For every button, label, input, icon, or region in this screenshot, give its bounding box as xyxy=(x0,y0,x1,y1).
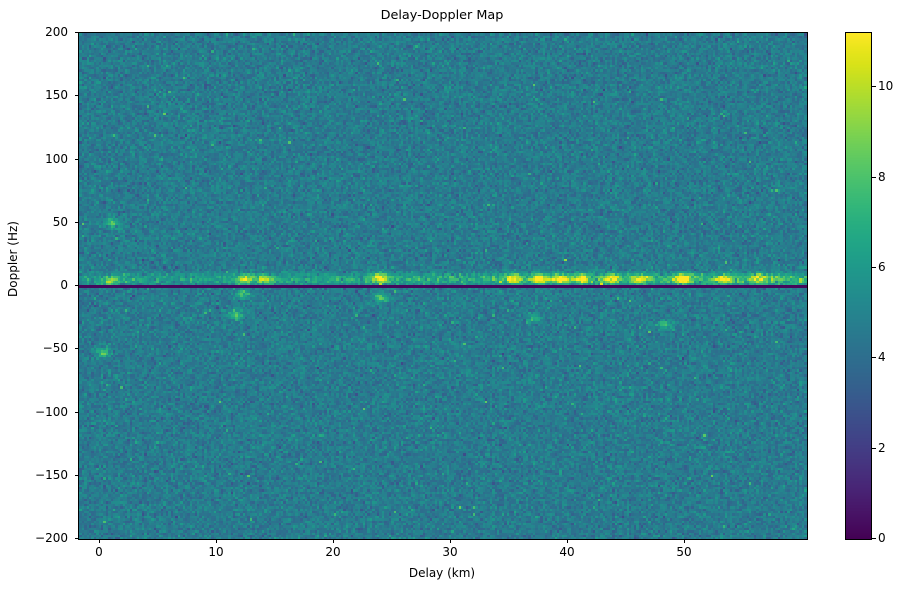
y-tick-label: 100 xyxy=(45,152,68,166)
x-tick-mark xyxy=(567,539,568,543)
y-axis-label: Doppler (Hz) xyxy=(6,221,20,297)
colorbar xyxy=(845,32,872,540)
y-tick-mark xyxy=(74,412,78,413)
y-tick-label: 50 xyxy=(52,215,68,229)
y-tick-label: 200 xyxy=(45,25,68,39)
x-tick-label: 30 xyxy=(442,545,458,559)
heatmap-image xyxy=(79,33,807,539)
colorbar-tick-label: 4 xyxy=(878,350,886,364)
y-tick-mark xyxy=(74,285,78,286)
x-tick-label: 0 xyxy=(95,545,103,559)
y-tick-mark xyxy=(74,348,78,349)
delay-doppler-plot-area xyxy=(78,32,808,540)
x-tick-label: 10 xyxy=(208,545,224,559)
x-tick-mark xyxy=(216,539,217,543)
x-tick-mark xyxy=(684,539,685,543)
colorbar-gradient-image xyxy=(846,33,871,539)
y-tick-label: −50 xyxy=(42,341,68,355)
y-tick-mark xyxy=(74,159,78,160)
y-tick-mark xyxy=(74,222,78,223)
colorbar-tick-mark xyxy=(872,267,876,268)
page-title: Delay-Doppler Map xyxy=(380,8,504,23)
x-axis-label: Delay (km) xyxy=(408,566,476,580)
x-tick-mark xyxy=(333,539,334,543)
y-tick-mark xyxy=(74,475,78,476)
x-tick-mark xyxy=(450,539,451,543)
colorbar-tick-mark xyxy=(872,538,876,539)
colorbar-tick-label: 6 xyxy=(878,260,886,274)
y-tick-label: −200 xyxy=(35,531,68,545)
x-tick-label: 20 xyxy=(325,545,341,559)
colorbar-tick-mark xyxy=(872,177,876,178)
x-tick-label: 40 xyxy=(559,545,575,559)
colorbar-tick-mark xyxy=(872,357,876,358)
colorbar-tick-mark xyxy=(872,448,876,449)
colorbar-tick-label: 0 xyxy=(878,531,886,545)
colorbar-tick-mark xyxy=(872,86,876,87)
colorbar-tick-label: 8 xyxy=(878,170,886,184)
colorbar-tick-label: 2 xyxy=(878,441,886,455)
y-tick-mark xyxy=(74,95,78,96)
x-tick-mark xyxy=(99,539,100,543)
y-tick-mark xyxy=(74,32,78,33)
colorbar-tick-label: 10 xyxy=(878,79,894,93)
y-tick-label: 0 xyxy=(60,278,68,292)
y-tick-label: −150 xyxy=(35,468,68,482)
x-tick-label: 50 xyxy=(676,545,692,559)
y-tick-label: −100 xyxy=(35,405,68,419)
y-tick-mark xyxy=(74,538,78,539)
y-tick-label: 150 xyxy=(45,88,68,102)
